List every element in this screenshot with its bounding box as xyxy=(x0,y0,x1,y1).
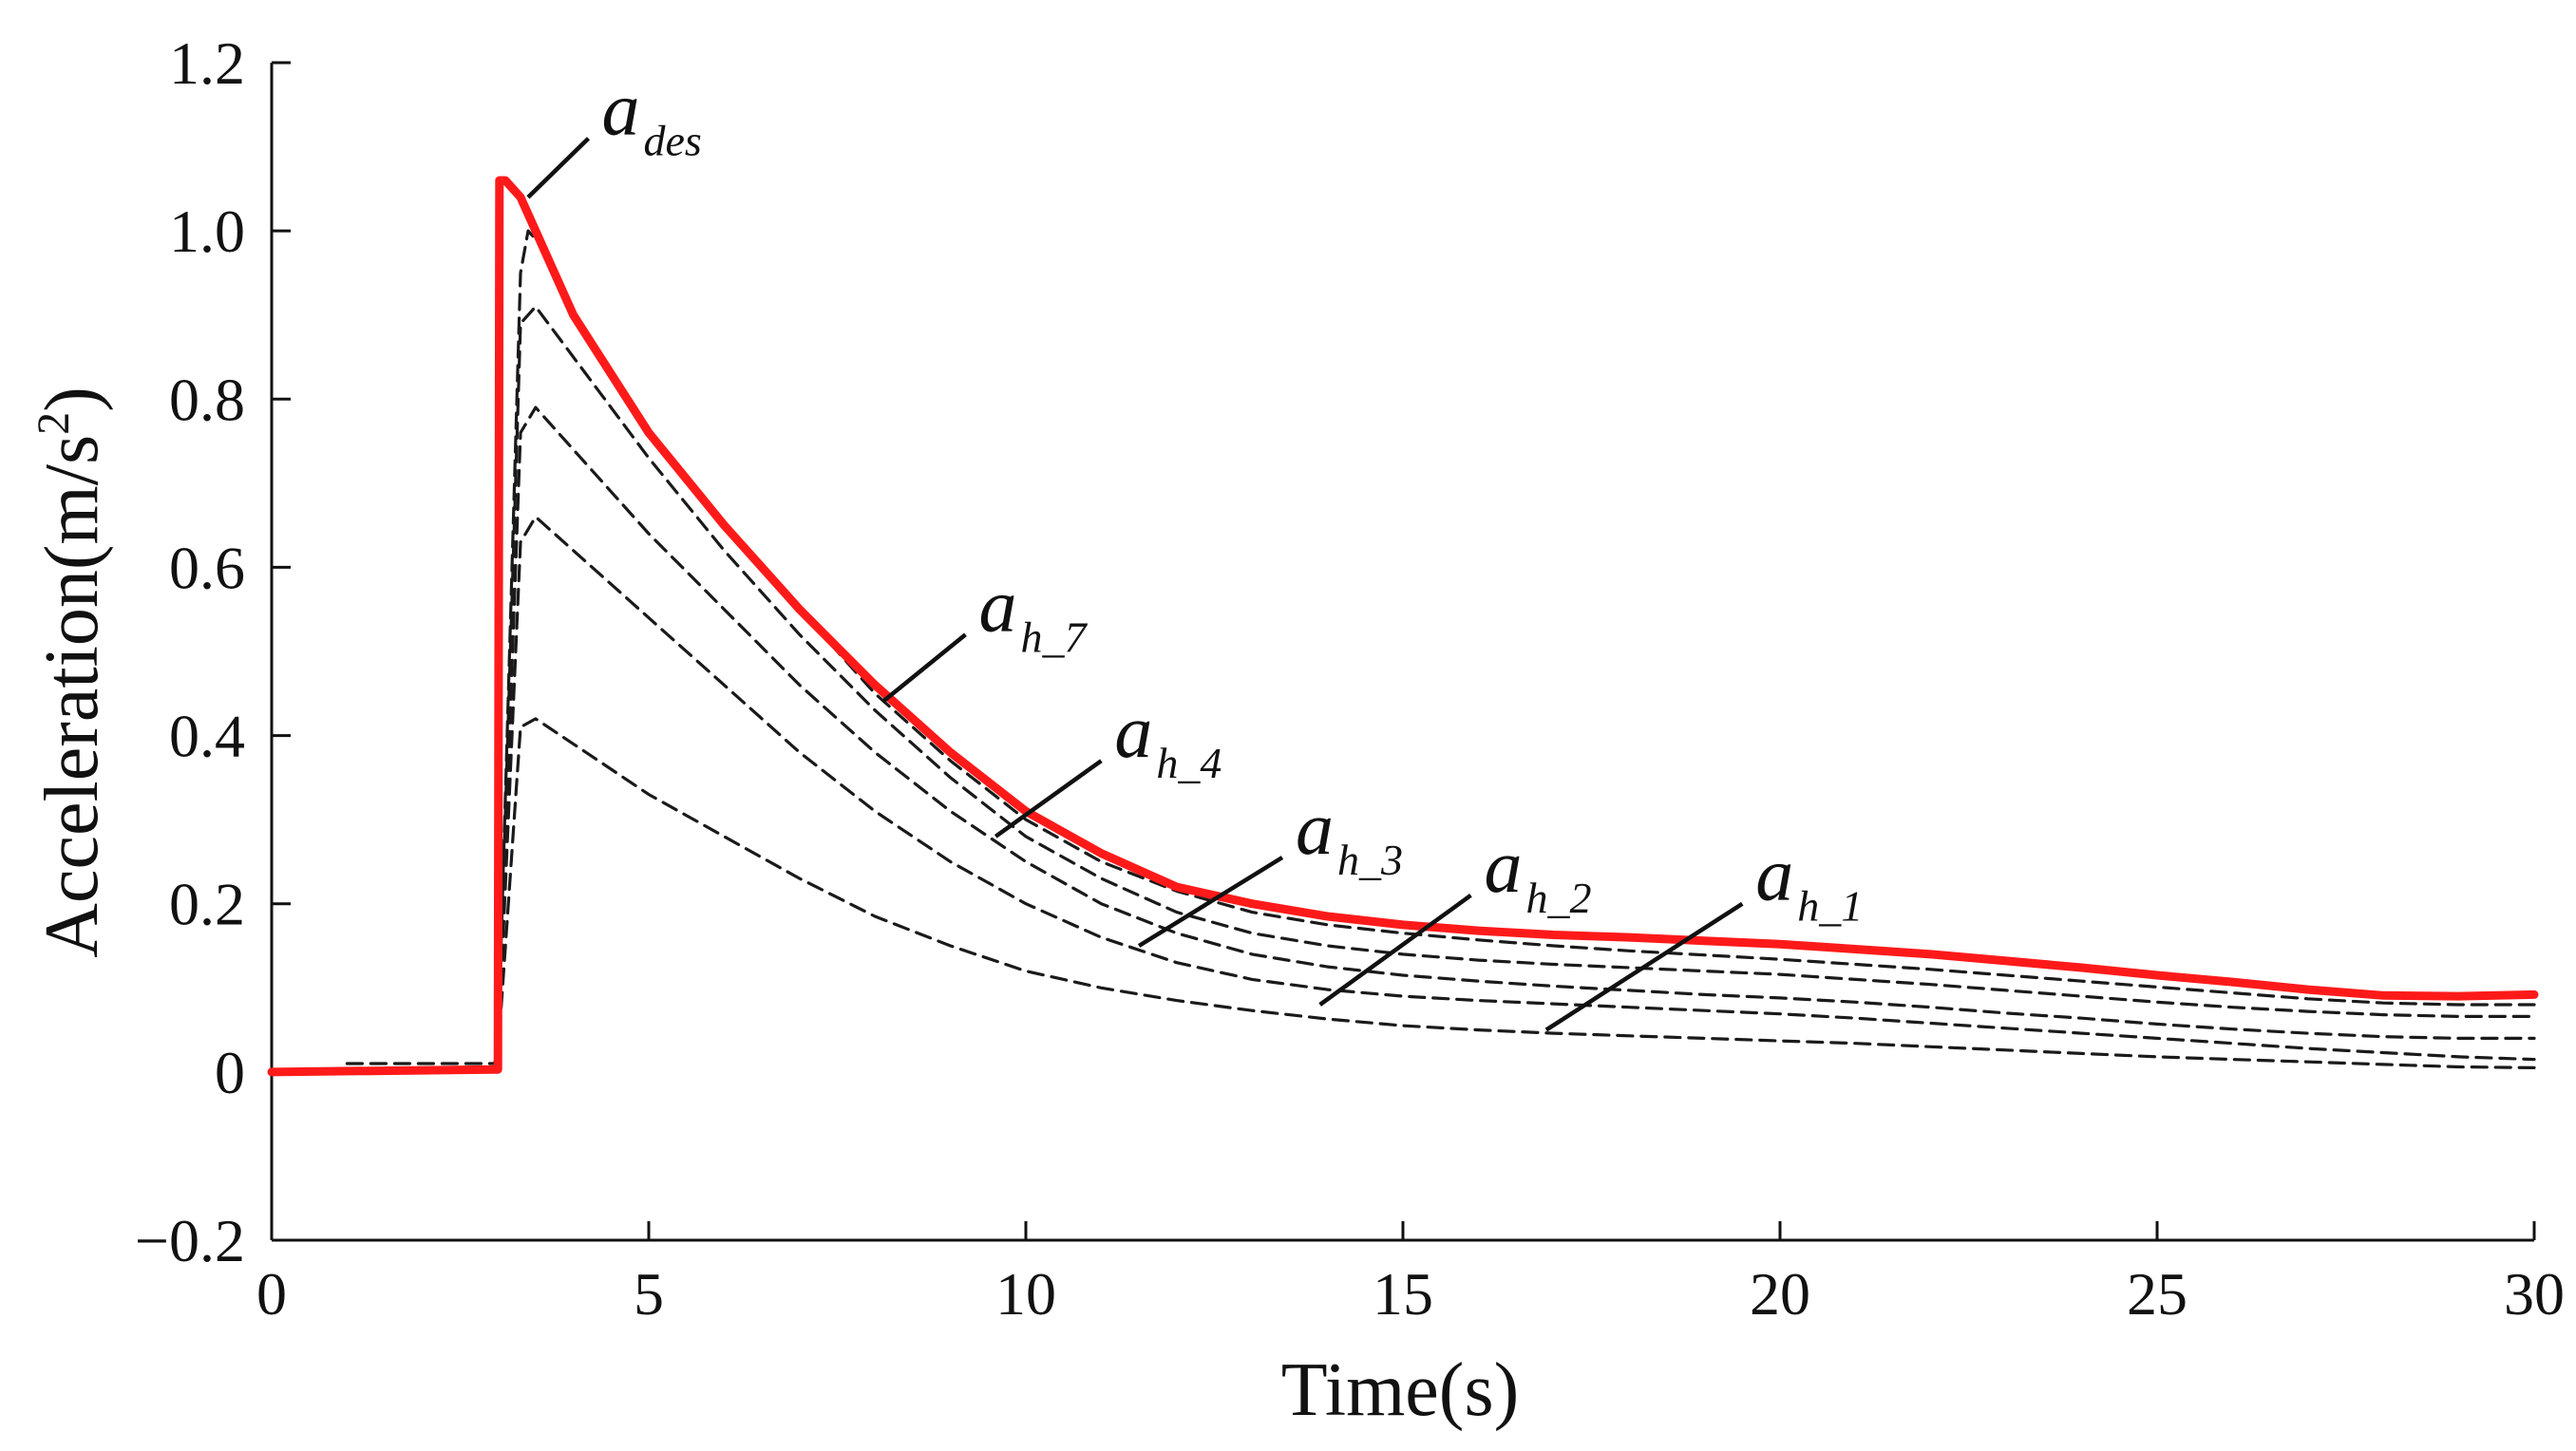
y-tick-label-0.4: 0.4 xyxy=(169,703,245,770)
annotation-main-a-h-7: a xyxy=(978,564,1016,648)
series-a-des xyxy=(267,176,2539,1077)
series-a-h-6 xyxy=(496,305,2536,1057)
annotation-sub-a-h-2: h_2 xyxy=(1525,874,1591,922)
y-axis-label: Acceleration(m/s2) xyxy=(28,386,114,958)
annotation-sub-a-h-7: h_7 xyxy=(1020,612,1088,661)
y-tick-label-1.0: 1.0 xyxy=(169,198,245,265)
x-tick-label-15: 15 xyxy=(1373,1260,1433,1328)
annotation-leader-a-h-2 xyxy=(1318,894,1472,1007)
annotation-label-a-des: ades xyxy=(601,68,701,165)
x-axis-label: Time(s) xyxy=(1281,1348,1519,1432)
annotation-sub-a-h-4: h_4 xyxy=(1156,739,1222,787)
annotation-main-a-h-2: a xyxy=(1484,825,1522,909)
annotation-main-a-h-3: a xyxy=(1296,787,1334,871)
x-tick-label-5: 5 xyxy=(634,1260,664,1328)
annotation-leader-a-h-3 xyxy=(1137,856,1284,948)
y-axis-label-close: ) xyxy=(30,386,114,412)
x-tick-label-10: 10 xyxy=(995,1260,1056,1328)
y-tick-label-0.2: 0.2 xyxy=(169,871,245,938)
series-a-h-1 xyxy=(496,717,2536,1070)
annotation-leader-a-h-1 xyxy=(1544,901,1744,1032)
x-tick-label-30: 30 xyxy=(2504,1260,2565,1328)
annotation-sub-a-h-1: h_1 xyxy=(1797,882,1863,931)
annotation-main-a-h-4: a xyxy=(1114,690,1152,774)
series-group xyxy=(267,176,2539,1077)
annotation-label-a-h-4: ah_4 xyxy=(1114,690,1222,787)
y-tick-label-1.2: 1.2 xyxy=(169,29,245,97)
annotation-main-a-h-1: a xyxy=(1755,834,1793,917)
x-tick-label-0: 0 xyxy=(256,1260,287,1328)
y-axis-label-main: Acceleration(m/s xyxy=(30,435,114,958)
annotation-main-a-des: a xyxy=(601,68,639,152)
annotation-leader-a-h-7 xyxy=(881,632,967,704)
x-tick-label-25: 25 xyxy=(2127,1260,2188,1328)
annotation-leader-a-h-4 xyxy=(994,759,1103,839)
annotation-sub-a-h-3: h_3 xyxy=(1337,836,1403,884)
axes: 0 5 10 15 20 25 30−0.200.20.40.60.81.01.2 xyxy=(135,29,2565,1328)
annotation-label-a-h-7: ah_7 xyxy=(978,564,1088,661)
y-axis-label-superscript: 2 xyxy=(28,412,79,435)
x-tick-label-20: 20 xyxy=(1750,1260,1810,1328)
annotation-label-a-h-1: ah_1 xyxy=(1755,834,1863,931)
annotation-label-a-h-3: ah_3 xyxy=(1296,787,1403,884)
annotation-leader-a-des xyxy=(526,137,591,199)
series-a-h-7 xyxy=(345,229,2536,1065)
series-a-h-4 xyxy=(496,405,2536,1057)
y-tick-label-0.8: 0.8 xyxy=(169,366,245,433)
annotation-sub-a-des: des xyxy=(643,117,701,165)
annotation-label-a-h-2: ah_2 xyxy=(1484,825,1591,922)
y-tick-label-0.6: 0.6 xyxy=(169,534,245,601)
y-tick-label-0: 0 xyxy=(215,1039,245,1106)
y-tick-label-−0.2: −0.2 xyxy=(135,1207,245,1274)
series-a-h-3 xyxy=(496,515,2536,1062)
